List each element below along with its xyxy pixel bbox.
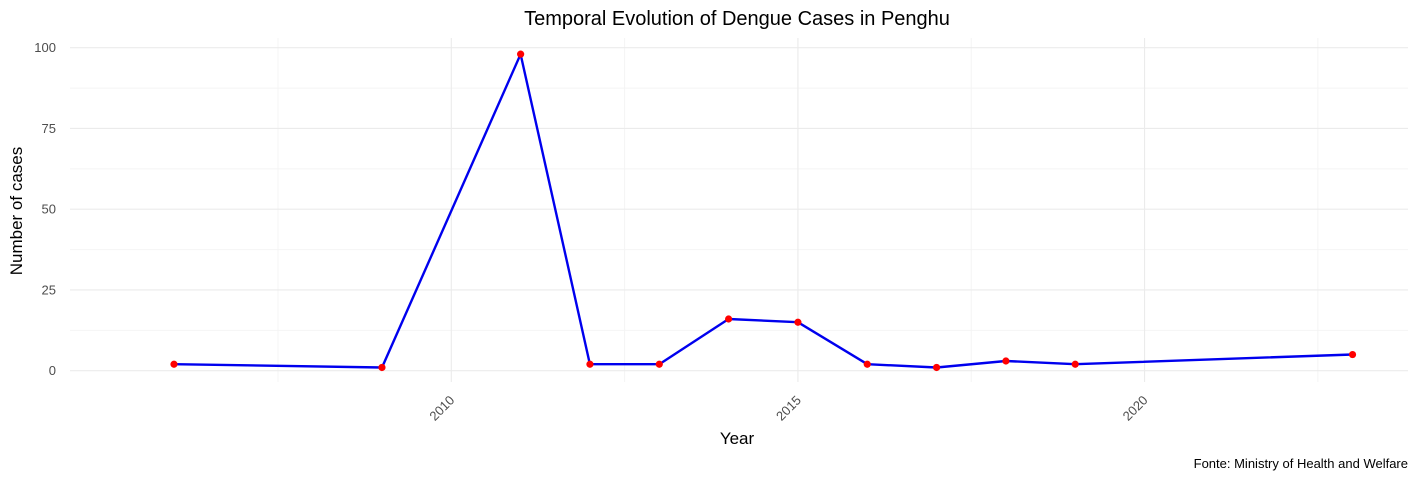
data-point bbox=[655, 360, 663, 368]
data-point bbox=[517, 50, 525, 58]
data-point bbox=[378, 363, 386, 372]
y-tick-label: 0 bbox=[49, 363, 56, 378]
data-point bbox=[794, 318, 802, 326]
series-points-group bbox=[170, 50, 1357, 372]
data-point bbox=[1348, 350, 1357, 359]
chart-caption: Fonte: Ministry of Health and Welfare bbox=[1194, 456, 1408, 471]
y-tick-label: 75 bbox=[42, 121, 56, 136]
data-point bbox=[170, 360, 178, 368]
data-point bbox=[1071, 360, 1079, 368]
y-tick-label: 50 bbox=[42, 202, 56, 217]
chart-title: Temporal Evolution of Dengue Cases in Pe… bbox=[524, 8, 950, 30]
series-line-group bbox=[172, 53, 1354, 369]
y-axis-title: Number of cases bbox=[7, 147, 26, 276]
y-axis-tick-labels: 0 25 50 75 100 bbox=[34, 40, 56, 378]
data-point bbox=[932, 363, 941, 372]
x-axis-title: Year bbox=[720, 429, 755, 448]
minor-gridlines bbox=[70, 38, 1408, 382]
y-tick-label: 25 bbox=[42, 282, 56, 297]
data-point bbox=[725, 315, 733, 323]
data-point bbox=[1002, 357, 1010, 365]
series-line bbox=[172, 53, 1354, 369]
data-point bbox=[863, 360, 871, 368]
data-point bbox=[586, 360, 594, 368]
y-tick-label: 100 bbox=[34, 40, 56, 55]
